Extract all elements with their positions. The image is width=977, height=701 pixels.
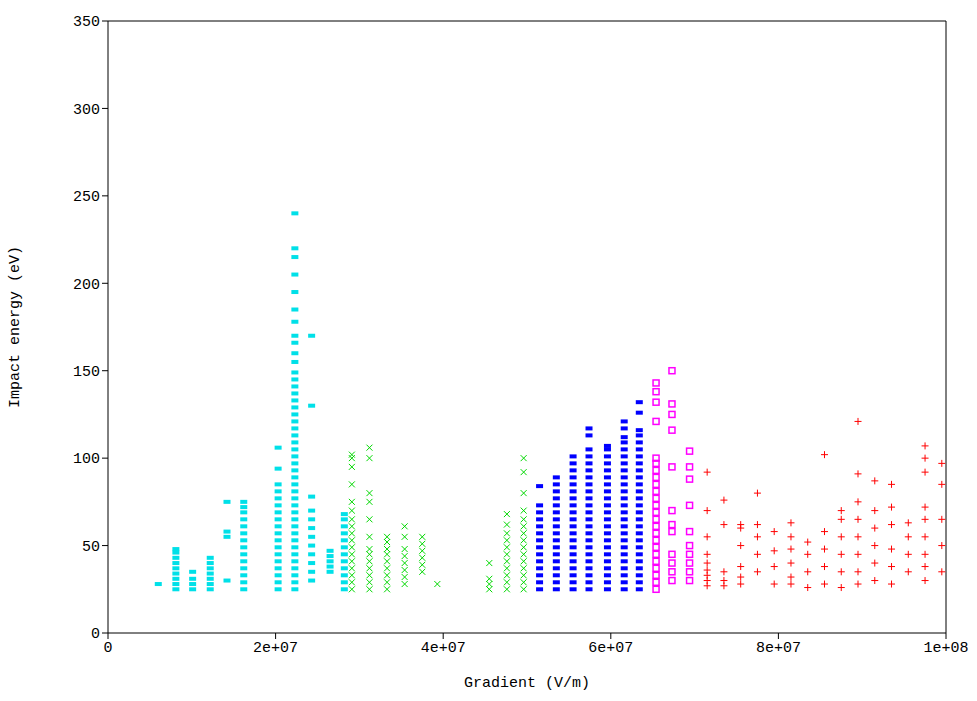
svg-text:Gradient (V/m): Gradient (V/m) bbox=[464, 675, 590, 692]
svg-text:Impact energy (eV): Impact energy (eV) bbox=[7, 246, 24, 408]
svg-text:6e+07: 6e+07 bbox=[588, 640, 633, 657]
svg-text:2e+07: 2e+07 bbox=[253, 640, 298, 657]
svg-text:0: 0 bbox=[103, 640, 112, 657]
svg-text:1e+08: 1e+08 bbox=[923, 640, 968, 657]
svg-text:350: 350 bbox=[73, 14, 100, 31]
svg-text:0: 0 bbox=[91, 626, 100, 643]
svg-text:8e+07: 8e+07 bbox=[756, 640, 801, 657]
svg-text:250: 250 bbox=[73, 189, 100, 206]
svg-text:100: 100 bbox=[73, 451, 100, 468]
svg-text:200: 200 bbox=[73, 277, 100, 294]
svg-text:150: 150 bbox=[73, 364, 100, 381]
svg-text:50: 50 bbox=[82, 539, 100, 556]
svg-text:300: 300 bbox=[73, 102, 100, 119]
svg-text:4e+07: 4e+07 bbox=[421, 640, 466, 657]
